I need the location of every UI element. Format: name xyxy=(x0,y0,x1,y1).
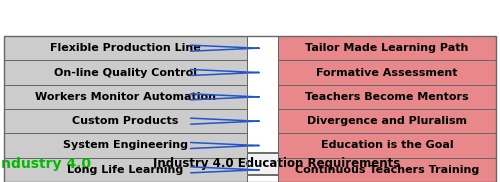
Polygon shape xyxy=(85,145,496,182)
FancyBboxPatch shape xyxy=(4,36,247,60)
FancyBboxPatch shape xyxy=(4,85,247,109)
Text: System Engineering: System Engineering xyxy=(63,141,188,151)
Text: Tailor Made Learning Path: Tailor Made Learning Path xyxy=(306,43,468,53)
FancyBboxPatch shape xyxy=(4,109,247,133)
FancyBboxPatch shape xyxy=(4,158,247,182)
Text: Workers Monitor Automation: Workers Monitor Automation xyxy=(35,92,216,102)
Text: Divergence and Pluralism: Divergence and Pluralism xyxy=(307,116,467,126)
Text: On-line Quality Control: On-line Quality Control xyxy=(54,68,197,78)
FancyBboxPatch shape xyxy=(4,133,247,158)
Text: Education is the Goal: Education is the Goal xyxy=(320,141,454,151)
Text: Flexible Production Line: Flexible Production Line xyxy=(50,43,201,53)
FancyBboxPatch shape xyxy=(4,60,247,85)
Text: Continuous Teachers Training: Continuous Teachers Training xyxy=(295,165,479,175)
Text: Industry 4.0: Industry 4.0 xyxy=(0,157,91,171)
Text: Custom Products: Custom Products xyxy=(72,116,178,126)
FancyBboxPatch shape xyxy=(278,133,496,158)
FancyBboxPatch shape xyxy=(278,85,496,109)
Text: Industry 4.0 Education Requirements: Industry 4.0 Education Requirements xyxy=(153,157,400,171)
Text: Teachers Become Mentors: Teachers Become Mentors xyxy=(305,92,469,102)
FancyBboxPatch shape xyxy=(278,109,496,133)
FancyBboxPatch shape xyxy=(278,158,496,182)
FancyBboxPatch shape xyxy=(278,36,496,60)
Text: Formative Assessment: Formative Assessment xyxy=(316,68,458,78)
Text: Long Life Learning: Long Life Learning xyxy=(68,165,184,175)
FancyBboxPatch shape xyxy=(278,60,496,85)
